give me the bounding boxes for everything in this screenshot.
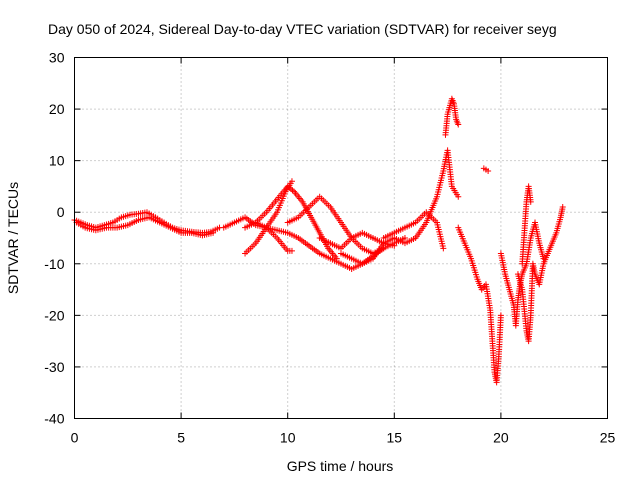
data-point <box>455 121 462 128</box>
x-tick-label: 25 <box>600 430 616 446</box>
y-tick-label: -30 <box>44 359 64 375</box>
y-tick-label: -20 <box>44 307 64 323</box>
y-tick-label: 10 <box>49 153 65 169</box>
ticks: 0 5 10 15 20 25 -40 -30 -20 -10 0 10 20 30 <box>44 50 615 446</box>
y-axis-label: SDTVAR / TECUs <box>5 182 21 294</box>
data-point <box>559 204 566 211</box>
x-tick-label: 20 <box>493 430 509 446</box>
data-points <box>71 95 566 386</box>
y-tick-label: 20 <box>49 101 65 117</box>
data-point <box>288 247 295 254</box>
y-tick-label: 30 <box>49 50 65 66</box>
data-point <box>527 198 534 205</box>
data-point <box>391 242 398 249</box>
data-point <box>288 178 295 185</box>
data-point <box>497 312 504 319</box>
x-tick-label: 0 <box>71 430 79 446</box>
y-tick-label: -40 <box>44 411 64 427</box>
plot-frame <box>74 57 608 419</box>
data-point <box>333 255 340 262</box>
y-tick-label: -10 <box>44 256 64 272</box>
data-point <box>485 167 492 174</box>
x-tick-label: 10 <box>280 430 296 446</box>
y-tick-label: 0 <box>57 204 65 220</box>
x-axis-label: GPS time / hours <box>287 458 394 474</box>
data-point <box>401 235 408 241</box>
data-point <box>210 229 217 236</box>
x-tick-label: 15 <box>387 430 403 446</box>
data-point <box>440 245 447 252</box>
data-point <box>455 193 462 200</box>
chart-title: Day 050 of 2024, Sidereal Day-to-day VTE… <box>48 21 557 37</box>
x-tick-label: 5 <box>177 430 185 446</box>
